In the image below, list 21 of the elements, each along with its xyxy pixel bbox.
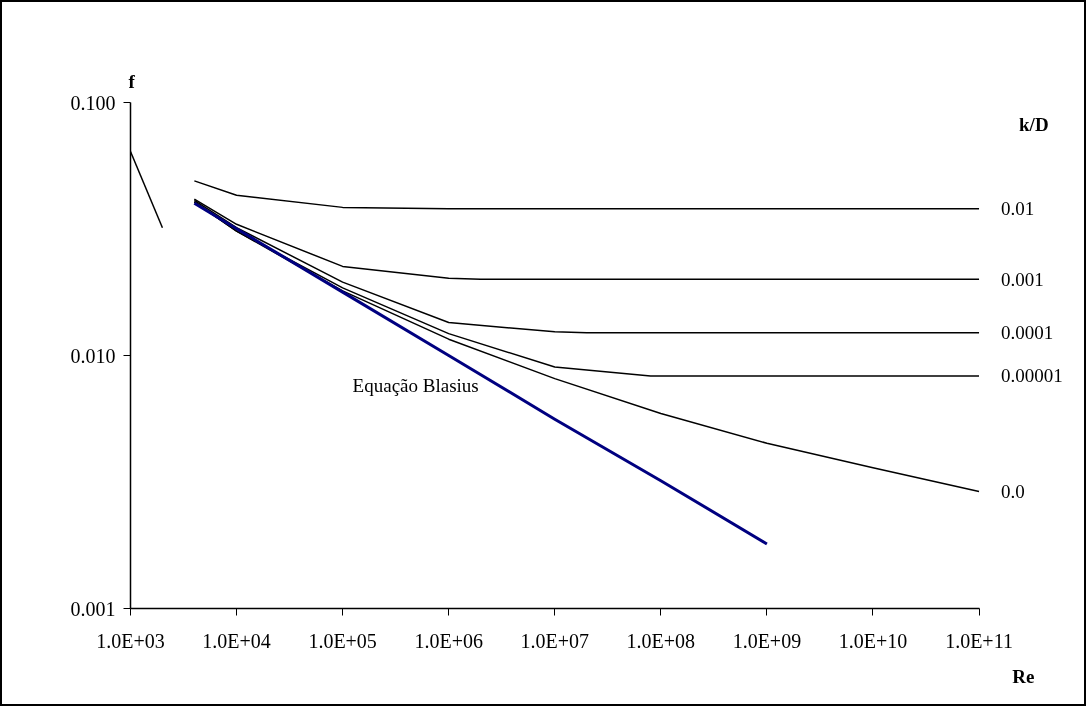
y-tick-label: 0.100 bbox=[70, 91, 116, 114]
x-tick-label: 1.0E+11 bbox=[945, 629, 1013, 652]
x-tick-label: 1.0E+09 bbox=[732, 629, 802, 652]
x-tick-label: 1.0E+03 bbox=[96, 629, 165, 652]
y-axis-title: f bbox=[128, 70, 136, 92]
x-tick-label: 1.0E+07 bbox=[520, 629, 590, 652]
series-label: Equação Blasius bbox=[352, 374, 479, 396]
x-axis-title: Re bbox=[1012, 665, 1035, 687]
x-tick-label: 1.0E+10 bbox=[838, 629, 908, 652]
x-tick-label: 1.0E+06 bbox=[414, 629, 483, 652]
x-tick-label: 1.0E+04 bbox=[202, 629, 271, 652]
legend-title: k/D bbox=[1019, 114, 1049, 135]
y-tick-label: 0.010 bbox=[70, 344, 116, 367]
x-tick-label: 1.0E+08 bbox=[626, 629, 696, 652]
series-label: 0.01 bbox=[1001, 198, 1035, 220]
x-tick-label: 1.0E+05 bbox=[308, 629, 377, 652]
series-label: 0.00001 bbox=[1001, 365, 1063, 387]
series-label: 0.001 bbox=[1001, 268, 1044, 290]
y-tick-label: 0.001 bbox=[70, 597, 116, 620]
series-label: 0.0 bbox=[1001, 481, 1025, 503]
series-label: 0.0001 bbox=[1001, 322, 1054, 344]
